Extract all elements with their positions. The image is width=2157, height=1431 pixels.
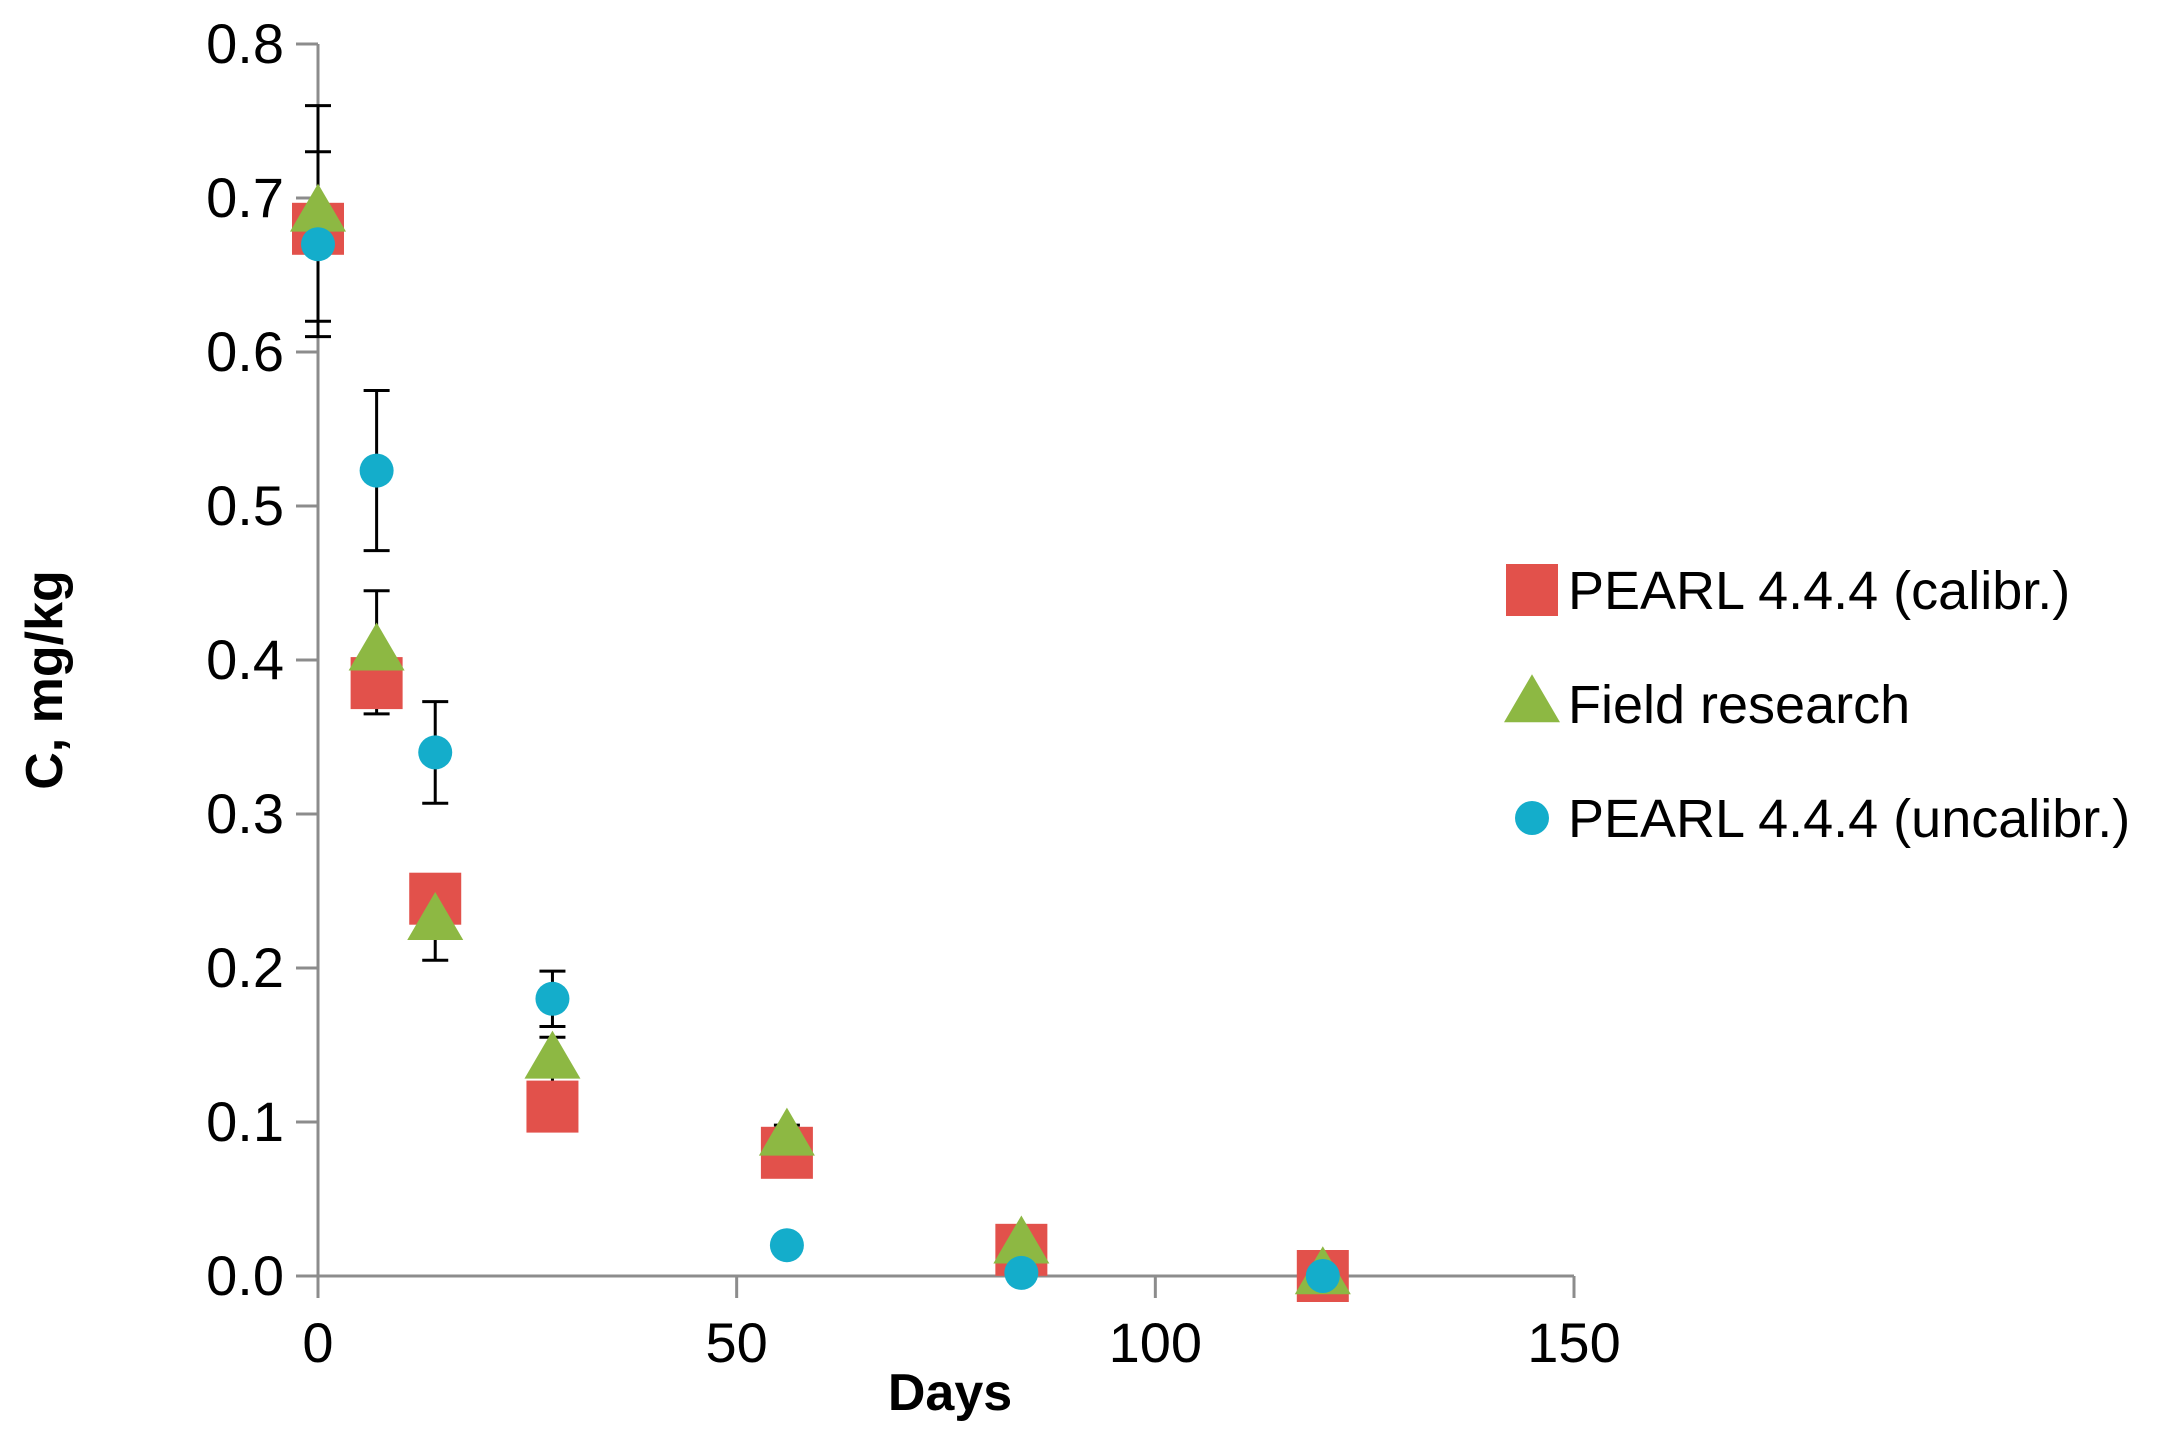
y-tick-label: 0.4	[206, 628, 284, 691]
data-point-field	[758, 1107, 815, 1156]
legend-marker	[1515, 801, 1549, 835]
legend-label: PEARL 4.4.4 (uncalibr.)	[1568, 789, 2130, 849]
data-point-field	[290, 183, 346, 232]
y-tick-label: 0.8	[206, 12, 284, 75]
y-tick-label: 0.7	[206, 166, 284, 229]
data-point-uncalibr	[1305, 1259, 1340, 1293]
data-point-calibr	[526, 1080, 579, 1133]
data-point-uncalibr	[769, 1228, 804, 1263]
data-point-uncalibr	[535, 981, 570, 1016]
x-tick-label: 0	[302, 1311, 333, 1374]
y-tick-label: 0.0	[206, 1244, 284, 1307]
legend-label: Field research	[1568, 675, 1910, 735]
data-point-field	[993, 1215, 1050, 1264]
x-axis-title: Days	[888, 1364, 1012, 1422]
y-tick-label: 0.6	[206, 320, 284, 383]
data-point-field	[348, 622, 405, 671]
x-tick-label: 100	[1109, 1311, 1202, 1374]
x-tick-label: 150	[1527, 1311, 1620, 1374]
legend-label: PEARL 4.4.4 (calibr.)	[1568, 561, 2070, 621]
legend-marker	[1504, 674, 1560, 723]
y-tick-label: 0.5	[206, 474, 284, 537]
axes: 0.0 0.1 0.2 0.3 0.4 0.5 0.6 0.7 0.8 0 50 100 150	[206, 12, 1621, 1374]
data-point-field	[524, 1030, 581, 1079]
data-point-uncalibr	[359, 453, 394, 488]
y-tick-label: 0.3	[206, 782, 284, 845]
data-point-uncalibr	[301, 227, 335, 262]
y-axis-title: C, mg/kg	[16, 570, 74, 790]
data-point-uncalibr	[1004, 1255, 1039, 1290]
legend-marker	[1506, 564, 1558, 616]
data-point-uncalibr	[418, 735, 453, 770]
data-marks	[290, 183, 1351, 1302]
legend: PEARL 4.4.4 (calibr.) Field research PEARL…	[1504, 561, 2130, 849]
x-tick-label: 50	[706, 1311, 768, 1374]
y-tick-label: 0.2	[206, 936, 284, 999]
y-tick-label: 0.1	[206, 1090, 284, 1153]
data-point-field	[407, 892, 464, 941]
